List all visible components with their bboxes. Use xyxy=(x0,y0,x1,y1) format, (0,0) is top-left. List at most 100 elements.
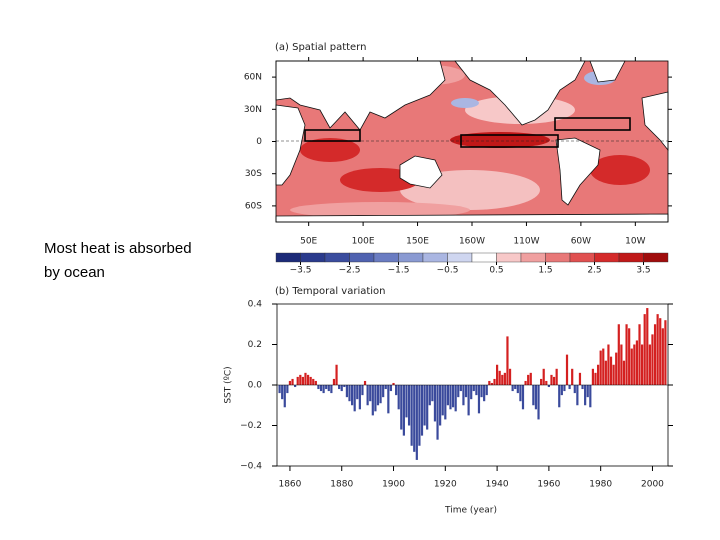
x-tick-label: 100E xyxy=(352,237,375,247)
bar xyxy=(348,385,351,402)
bar xyxy=(322,385,325,394)
bar xyxy=(335,364,338,385)
bar xyxy=(366,385,369,406)
map-title: (a) Spatial pattern xyxy=(275,42,366,53)
bar xyxy=(467,385,470,416)
land xyxy=(275,60,669,223)
bar xyxy=(529,372,532,385)
bar xyxy=(415,385,418,460)
bar xyxy=(648,344,651,385)
bar xyxy=(325,385,328,390)
y-tick-label: 0.4 xyxy=(248,300,263,310)
colorbar-label: 3.5 xyxy=(636,266,650,276)
bar xyxy=(584,385,587,406)
colorbar-cell xyxy=(545,252,571,263)
bar xyxy=(635,340,639,385)
bar xyxy=(296,376,299,385)
bar xyxy=(449,385,452,410)
bar xyxy=(511,385,514,392)
bar xyxy=(607,344,610,385)
bar xyxy=(508,368,512,385)
bar xyxy=(656,314,659,385)
colorbar-label: −3.5 xyxy=(290,266,312,276)
x-tick-label: 50E xyxy=(300,237,317,247)
bar xyxy=(454,385,457,412)
bar xyxy=(436,385,439,440)
bar xyxy=(483,385,486,402)
bar xyxy=(459,385,462,392)
bar xyxy=(439,385,442,426)
bar xyxy=(319,385,323,392)
colorbar-label: −2.5 xyxy=(339,266,361,276)
bar xyxy=(542,368,545,385)
x-tick-label: 1960 xyxy=(537,480,560,490)
bar xyxy=(353,385,356,412)
colorbar-label: −0.5 xyxy=(437,266,459,276)
y-tick-label: 30N xyxy=(244,105,262,115)
bar xyxy=(301,376,304,385)
bar xyxy=(306,374,310,385)
bar xyxy=(519,385,522,402)
bar xyxy=(488,380,491,385)
bar xyxy=(651,334,654,385)
bar xyxy=(501,374,504,385)
bar xyxy=(309,376,312,385)
bar xyxy=(343,385,346,388)
bar xyxy=(596,364,600,385)
bar xyxy=(405,385,408,418)
bar xyxy=(475,385,478,396)
bar xyxy=(477,385,481,414)
bar xyxy=(576,385,579,406)
bar xyxy=(340,385,343,392)
colorbar-cell xyxy=(643,252,669,263)
bar xyxy=(389,385,393,392)
bar xyxy=(410,385,413,446)
colorbar-cell xyxy=(373,252,399,263)
bar xyxy=(400,385,403,430)
bar xyxy=(594,372,597,385)
bar xyxy=(661,328,664,385)
bar xyxy=(560,385,563,396)
bar xyxy=(638,324,641,385)
bar xyxy=(527,374,530,385)
bar xyxy=(418,385,421,446)
bar xyxy=(586,385,589,398)
bar xyxy=(617,324,620,385)
colorbar-label: −1.5 xyxy=(388,266,410,276)
bar xyxy=(540,378,543,385)
bar xyxy=(493,378,496,385)
bar xyxy=(628,328,631,385)
bar xyxy=(332,378,336,385)
bar xyxy=(371,385,374,416)
bar xyxy=(281,385,284,400)
bar xyxy=(420,385,424,436)
bar xyxy=(363,380,367,385)
colorbar-cell xyxy=(398,252,424,263)
bar xyxy=(299,374,302,385)
bar xyxy=(563,385,566,392)
bar xyxy=(490,382,494,385)
y-tick-label: −0.4 xyxy=(240,462,262,472)
bar xyxy=(485,385,488,396)
bar xyxy=(495,364,499,385)
bar xyxy=(286,385,289,394)
regions xyxy=(304,117,631,148)
colorbar-cell xyxy=(594,252,620,263)
bar xyxy=(304,372,307,385)
bar xyxy=(558,385,561,408)
bar xyxy=(379,385,382,404)
colorbar-cell xyxy=(471,252,497,263)
bar xyxy=(547,385,550,388)
bar xyxy=(384,385,387,390)
bar xyxy=(534,385,538,410)
bar xyxy=(573,385,576,394)
bar xyxy=(402,385,405,436)
bar xyxy=(431,385,434,402)
colorbar-label: 2.5 xyxy=(587,266,601,276)
bar xyxy=(630,348,633,385)
bar xyxy=(312,378,315,385)
bar xyxy=(327,385,330,392)
bar xyxy=(609,356,613,385)
bar xyxy=(291,378,294,385)
